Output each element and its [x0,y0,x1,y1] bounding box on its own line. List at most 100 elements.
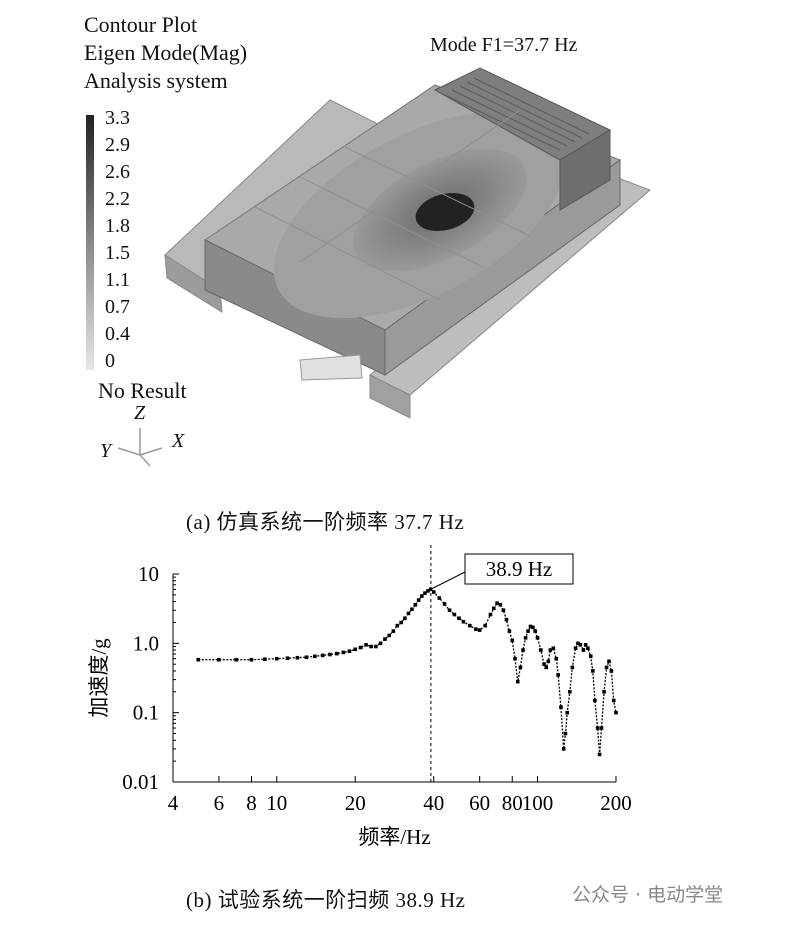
data-point [335,651,339,656]
data-point [504,617,509,622]
y-tick-label: 10 [138,562,159,586]
legend-label: 0.7 [105,296,130,318]
data-point [263,657,267,662]
data-point [383,637,387,641]
sim-title-line-2: Eigen Mode(Mag) [84,40,248,65]
data-point [420,594,424,598]
data-point [477,628,482,632]
data-point [483,623,487,628]
data-point [595,726,600,730]
data-point [374,644,378,649]
sim-title-line-3: Analysis system [84,68,228,93]
no-result-label: No Result [98,378,187,403]
legend-label: 1.8 [105,215,130,237]
data-point [581,648,586,652]
data-point [556,673,560,677]
data-point [573,646,578,651]
data-point [604,665,609,670]
data-point [416,598,421,602]
data-point [488,612,493,617]
data-point [406,611,411,616]
data-point [313,654,317,659]
x-tick-label: 40 [423,791,444,815]
data-point [607,659,611,664]
x-tick-label: 60 [469,791,490,815]
data-point [196,657,201,662]
data-point [492,606,496,611]
legend-label: 3.3 [105,107,130,129]
data-point [285,656,290,661]
legend-label: 0.4 [105,323,130,345]
data-point [507,629,512,633]
data-point [515,679,520,684]
annotation-label: 38.9 Hz [486,557,553,581]
data-point [563,731,568,736]
data-point [588,654,593,659]
data-point [526,629,530,633]
data-point [568,689,572,694]
data-point [531,625,535,630]
watermark: 公众号 · 电动学堂 [572,884,724,906]
data-point [249,657,254,662]
data-point [599,726,604,730]
x-tick-label: 8 [246,791,257,815]
data-point [431,590,436,594]
legend-label: 1.1 [105,269,130,291]
data-point [364,643,368,647]
data-point [561,747,566,751]
legend-label: 0 [105,350,115,372]
data-point [495,601,499,605]
mode-label: Mode F1=37.7 Hz [430,34,578,56]
data-point [602,689,606,694]
axis-triad [117,428,163,467]
data-point [468,623,472,628]
data-point [586,646,590,651]
data-point [426,589,430,593]
data-point [501,608,506,613]
data-point [591,669,595,673]
data-point [565,710,570,715]
data-point [353,647,358,652]
annotation-leader [430,571,466,590]
data-point [535,636,540,640]
data-point [609,669,614,673]
x-axis-label: 频率/Hz [358,825,430,849]
axis-y-label: Y [100,440,112,462]
data-point [369,644,373,649]
data-point [513,656,517,661]
data-point [597,752,602,757]
data-point [447,608,452,613]
sim-title-line-1: Contour Plot [84,12,198,37]
data-point [546,659,551,664]
y-tick-label: 0.1 [133,701,159,725]
data-point [413,602,418,607]
data-point [403,616,407,621]
data-point [544,665,549,670]
data-point [570,665,575,670]
data-point [533,629,538,633]
data-point [217,657,221,662]
data-point [358,645,363,650]
axis-z-label: Z [134,402,146,424]
data-point [378,641,383,646]
caption-b: (b) 试验系统一阶扫频 38.9 Hz [186,888,466,912]
data-point [474,627,478,631]
data-point [583,643,588,647]
x-tick-label: 100 [522,791,554,815]
data-point [528,624,533,629]
data-point [559,705,563,709]
contour-plot [86,67,651,467]
data-point [576,641,580,646]
legend-label: 1.5 [105,242,130,264]
data-point [387,633,392,638]
data-point [554,656,559,661]
y-axis-label: 加速度/g [87,638,111,718]
annotation-box [464,553,574,585]
data-point [442,602,447,606]
data-point [611,698,616,703]
data-point [593,698,597,703]
data-point [539,648,543,652]
data-point [320,653,325,658]
data-point [551,646,556,651]
data-point [234,657,239,662]
